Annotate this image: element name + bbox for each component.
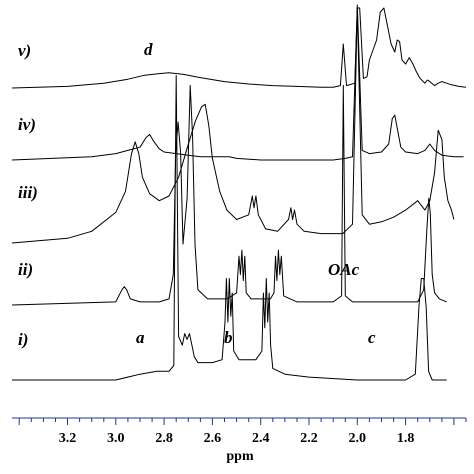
trace-ii-spectrum (11, 84, 447, 306)
x-tick-label: 1.8 (397, 431, 415, 446)
peak-label-b: b (224, 328, 233, 347)
spectrum-traces (11, 4, 467, 381)
trace-label-i: i) (18, 330, 28, 349)
x-tick-label: 2.2 (300, 431, 318, 446)
trace-label-iv: iv) (18, 115, 36, 134)
x-tick-label: 2.6 (204, 431, 222, 446)
trace-i-spectrum (12, 75, 447, 381)
peak-label-c: c (368, 328, 376, 347)
trace-label-v: v) (18, 41, 31, 60)
peak-label-a: a (136, 328, 145, 347)
x-tick-label: 2.4 (252, 431, 270, 446)
trace-label-iii: iii) (18, 183, 38, 202)
peak-label-d: d (144, 40, 153, 59)
x-axis-title: ppm (226, 449, 254, 464)
trace-iv-spectrum (11, 4, 464, 161)
x-tick-label: 3.2 (59, 431, 77, 446)
x-tick-label: 2.8 (155, 431, 173, 446)
x-axis-ticks: 3.2 3.0 2.8 2.6 2.4 2.2 2.0 1.8 (18, 418, 467, 446)
x-tick-label: 3.0 (107, 431, 125, 446)
x-tick-label: 2.0 (349, 431, 367, 446)
trace-v-spectrum (11, 7, 467, 89)
trace-label-ii: ii) (18, 260, 33, 279)
trace-iii-spectrum (11, 7, 455, 244)
peak-label-oac: OAc (328, 260, 360, 279)
